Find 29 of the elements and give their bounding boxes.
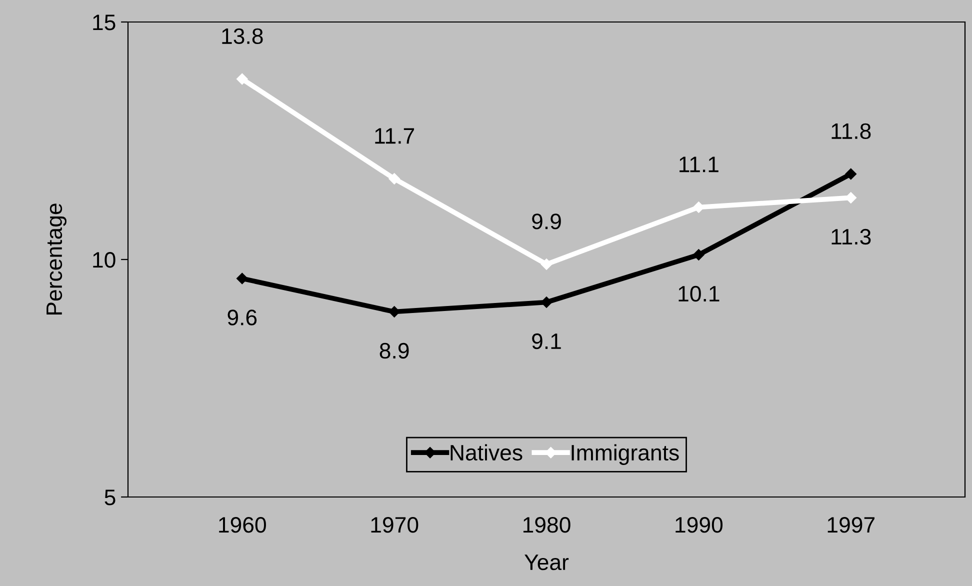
data-label: 11.1 <box>680 156 718 172</box>
x-tick-label: 1970 <box>371 517 418 533</box>
point <box>845 168 856 180</box>
x-tick-label: 1997 <box>828 517 874 533</box>
point <box>540 258 552 270</box>
point <box>236 272 248 284</box>
point <box>388 173 400 184</box>
x-axis-title: Year <box>524 554 569 570</box>
data-label: 10.1 <box>678 286 720 302</box>
data-label: 11.3 <box>832 228 871 245</box>
data-label: 8.9 <box>380 342 409 359</box>
y-axis-title: Percentage <box>46 204 66 315</box>
x-tick-label: 1980 <box>523 517 570 533</box>
data-label: 9.1 <box>532 333 561 350</box>
point <box>693 249 704 260</box>
point <box>236 73 248 85</box>
data-label: 13.8 <box>222 28 263 44</box>
x-tick-label: 1960 <box>219 517 266 533</box>
y-tick-label: 5 <box>104 490 116 506</box>
data-label: 11.7 <box>375 128 414 144</box>
point <box>388 306 400 318</box>
data-label: 11.8 <box>832 123 871 140</box>
legend-label: Natives <box>450 444 522 461</box>
x-tick-label: 1990 <box>676 517 723 533</box>
legend-label: Immigrants <box>572 444 679 465</box>
y-tick-label: 15 <box>93 14 116 30</box>
data-label: 9.9 <box>532 214 561 230</box>
data-label: 9.6 <box>228 310 257 326</box>
y-tick-label: 10 <box>93 252 116 268</box>
